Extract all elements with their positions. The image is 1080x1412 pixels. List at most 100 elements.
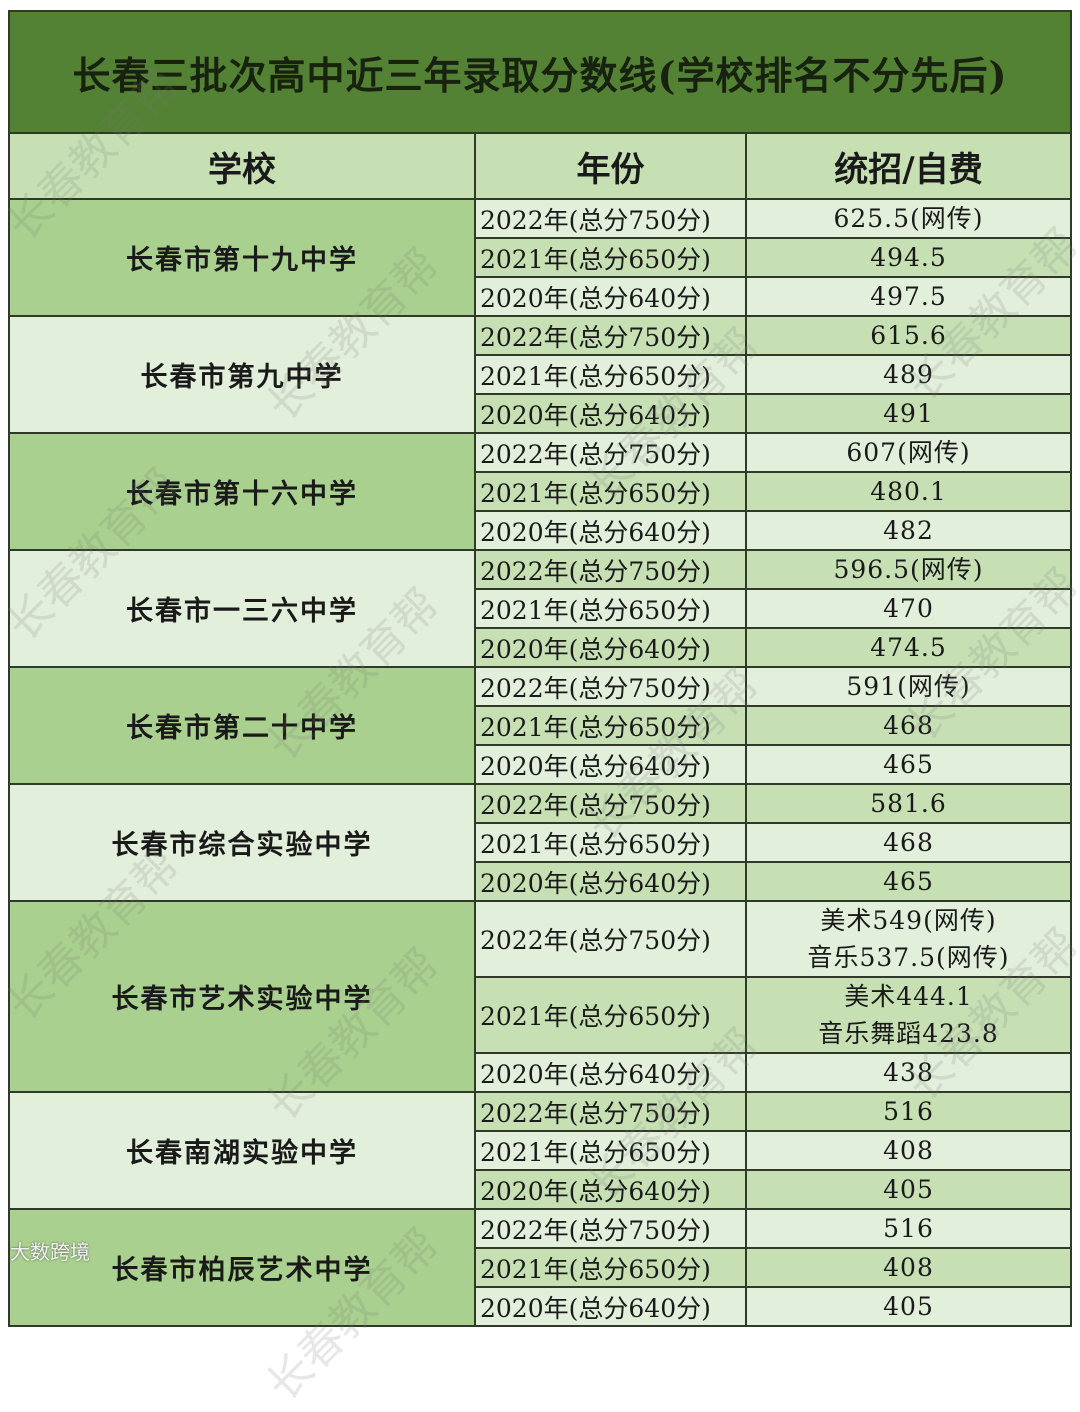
- school-name: 长春市第十六中学: [10, 434, 476, 549]
- score-line: 494.5: [870, 243, 947, 272]
- school-name: 长春南湖实验中学: [10, 1093, 476, 1208]
- school-name: 长春市一三六中学: [10, 551, 476, 666]
- score-cell: 516: [747, 1093, 1070, 1130]
- table-row: 2022年(总分750分) 607(网传): [476, 434, 1070, 473]
- score-cell: 438: [747, 1054, 1070, 1091]
- table-row: 2022年(总分750分) 625.5(网传): [476, 200, 1070, 239]
- score-cell: 405: [747, 1288, 1070, 1325]
- score-line: 音乐537.5(网传): [807, 943, 1010, 972]
- score-cell: 405: [747, 1171, 1070, 1208]
- table-row: 2020年(总分640分) 497.5: [476, 278, 1070, 315]
- score-line: 615.6: [870, 321, 947, 350]
- table-body: 长春市第十九中学 2022年(总分750分) 625.5(网传) 2021年(总分65…: [10, 200, 1070, 1325]
- school-group: 长春市第十九中学 2022年(总分750分) 625.5(网传) 2021年(总分65…: [10, 200, 1070, 317]
- score-cell: 468: [747, 824, 1070, 861]
- table-row: 2020年(总分640分) 438: [476, 1054, 1070, 1091]
- score-cell: 美术549(网传) 音乐537.5(网传): [747, 902, 1070, 976]
- score-line: 438: [883, 1058, 934, 1087]
- school-name: 长春市综合实验中学: [10, 785, 476, 900]
- year-cell: 2022年(总分750分): [476, 200, 747, 237]
- year-cell: 2022年(总分750分): [476, 1210, 747, 1247]
- school-group: 长春市第九中学 2022年(总分750分) 615.6 2021年(总分650分) 48…: [10, 317, 1070, 434]
- year-cell: 2022年(总分750分): [476, 551, 747, 588]
- score-line: 607(网传): [846, 438, 971, 467]
- score-line: 480.1: [870, 477, 947, 506]
- score-cell: 408: [747, 1132, 1070, 1169]
- year-cell: 2020年(总分640分): [476, 512, 747, 549]
- score-line: 465: [883, 750, 934, 779]
- table-row: 2021年(总分650分) 408: [476, 1249, 1070, 1288]
- score-cell: 480.1: [747, 473, 1070, 510]
- school-name: 长春市第九中学: [10, 317, 476, 432]
- table-row: 2022年(总分750分) 615.6: [476, 317, 1070, 356]
- year-cell: 2022年(总分750分): [476, 434, 747, 471]
- score-cell: 489: [747, 356, 1070, 393]
- score-line: 408: [883, 1253, 934, 1282]
- year-cell: 2021年(总分650分): [476, 978, 747, 1052]
- year-cell: 2020年(总分640分): [476, 629, 747, 666]
- table-row: 2020年(总分640分) 482: [476, 512, 1070, 549]
- score-line: 408: [883, 1136, 934, 1165]
- school-group: 长春市第二十中学 2022年(总分750分) 591(网传) 2021年(总分650分…: [10, 668, 1070, 785]
- school-name: 长春市第二十中学: [10, 668, 476, 783]
- score-line: 625.5(网传): [833, 204, 984, 233]
- year-cell: 2021年(总分650分): [476, 707, 747, 744]
- table-row: 2021年(总分650分) 470: [476, 590, 1070, 629]
- year-cell: 2021年(总分650分): [476, 1132, 747, 1169]
- score-line: 482: [883, 516, 934, 545]
- table-row: 2020年(总分640分) 474.5: [476, 629, 1070, 666]
- score-line: 497.5: [870, 282, 947, 311]
- score-cell: 494.5: [747, 239, 1070, 276]
- year-cell: 2021年(总分650分): [476, 590, 747, 627]
- table-row: 2020年(总分640分) 465: [476, 746, 1070, 783]
- score-line: 491: [883, 399, 934, 428]
- score-cell: 491: [747, 395, 1070, 432]
- year-cell: 2022年(总分750分): [476, 668, 747, 705]
- year-cell: 2020年(总分640分): [476, 863, 747, 900]
- score-cell: 607(网传): [747, 434, 1070, 471]
- score-line: 405: [883, 1292, 934, 1321]
- school-group: 长春南湖实验中学 2022年(总分750分) 516 2021年(总分650分) 408…: [10, 1093, 1070, 1210]
- header-school: 学校: [10, 134, 476, 198]
- score-table: 长春三批次高中近三年录取分数线(学校排名不分先后) 学校 年份 统招/自费 长春…: [8, 10, 1072, 1327]
- score-cell: 465: [747, 863, 1070, 900]
- table-row: 2020年(总分640分) 491: [476, 395, 1070, 432]
- score-cell: 美术444.1 音乐舞蹈423.8: [747, 978, 1070, 1052]
- score-line: 474.5: [870, 633, 947, 662]
- score-line: 音乐舞蹈423.8: [818, 1019, 999, 1048]
- score-line: 516: [883, 1097, 934, 1126]
- score-line: 516: [883, 1214, 934, 1243]
- year-cell: 2022年(总分750分): [476, 785, 747, 822]
- table-row: 2021年(总分650分) 468: [476, 824, 1070, 863]
- year-cell: 2021年(总分650分): [476, 1249, 747, 1286]
- logo-watermark: 大数跨境: [10, 1240, 90, 1264]
- score-line: 581.6: [870, 789, 947, 818]
- header-year: 年份: [476, 134, 747, 198]
- score-line: 591(网传): [846, 672, 971, 701]
- score-cell: 625.5(网传): [747, 200, 1070, 237]
- year-cell: 2020年(总分640分): [476, 1171, 747, 1208]
- score-line: 468: [883, 711, 934, 740]
- score-line: 美术444.1: [844, 982, 973, 1011]
- score-line: 美术549(网传): [820, 906, 997, 935]
- school-name: 长春市艺术实验中学: [10, 902, 476, 1091]
- score-line: 405: [883, 1175, 934, 1204]
- score-cell: 581.6: [747, 785, 1070, 822]
- table-row: 2022年(总分750分) 581.6: [476, 785, 1070, 824]
- score-cell: 516: [747, 1210, 1070, 1247]
- score-line: 465: [883, 867, 934, 896]
- score-cell: 591(网传): [747, 668, 1070, 705]
- school-group: 长春市艺术实验中学 2022年(总分750分) 美术549(网传) 音乐537.5(网…: [10, 902, 1070, 1093]
- school-group: 长春市一三六中学 2022年(总分750分) 596.5(网传) 2021年(总分65…: [10, 551, 1070, 668]
- score-cell: 596.5(网传): [747, 551, 1070, 588]
- table-row: 2021年(总分650分) 480.1: [476, 473, 1070, 512]
- header-row: 学校 年份 统招/自费: [10, 134, 1070, 200]
- score-cell: 497.5: [747, 278, 1070, 315]
- score-cell: 482: [747, 512, 1070, 549]
- table-row: 2020年(总分640分) 405: [476, 1171, 1070, 1208]
- table-row: 2021年(总分650分) 494.5: [476, 239, 1070, 278]
- table-row: 2022年(总分750分) 美术549(网传) 音乐537.5(网传): [476, 902, 1070, 978]
- year-cell: 2021年(总分650分): [476, 824, 747, 861]
- year-cell: 2021年(总分650分): [476, 356, 747, 393]
- score-cell: 465: [747, 746, 1070, 783]
